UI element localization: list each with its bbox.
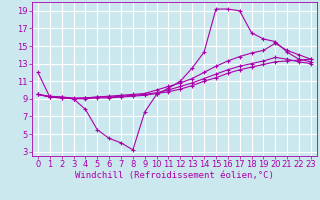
X-axis label: Windchill (Refroidissement éolien,°C): Windchill (Refroidissement éolien,°C) [75, 171, 274, 180]
